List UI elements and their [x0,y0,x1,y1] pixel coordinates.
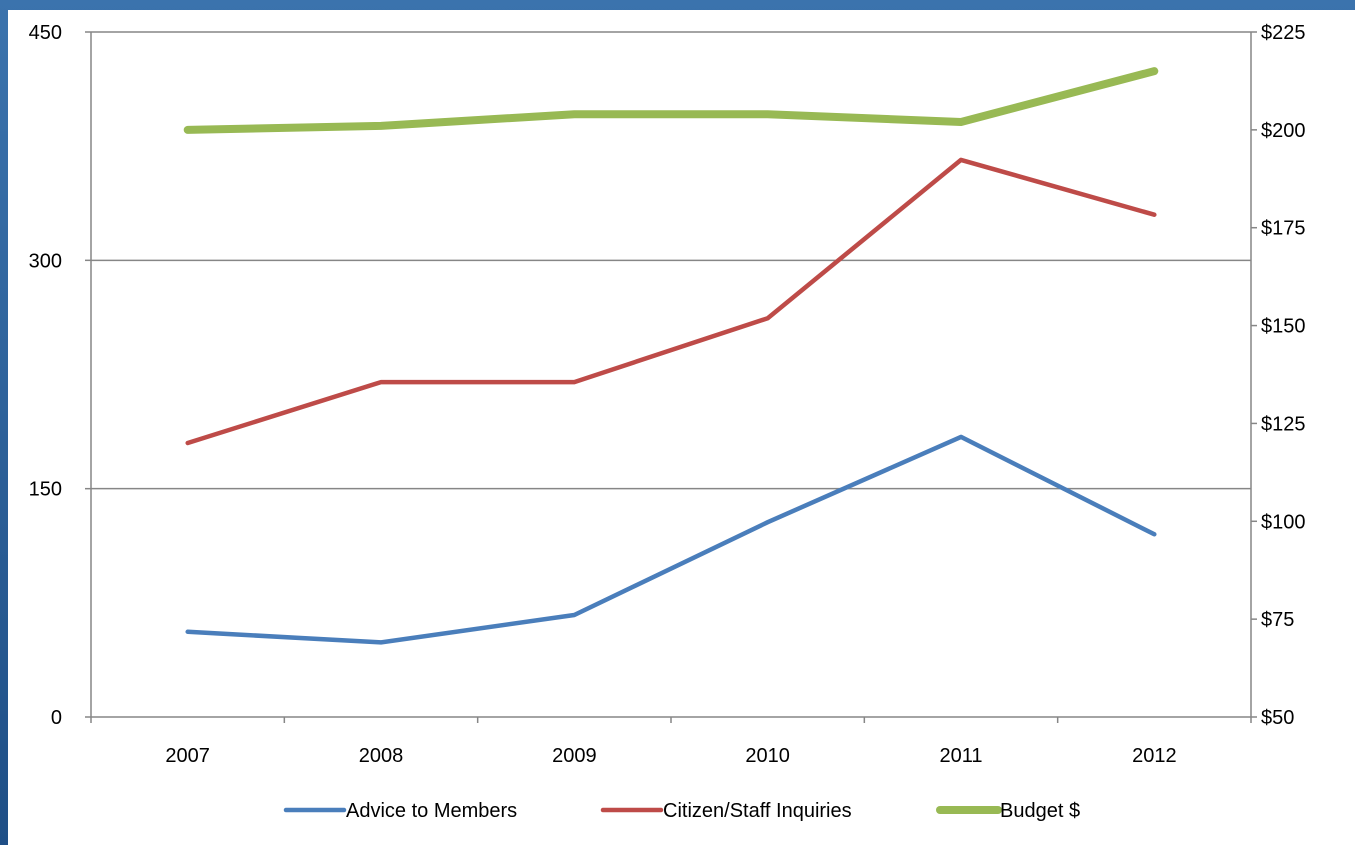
y-left-tick-label: 450 [29,22,62,44]
y-right-tick-label: $125 [1261,413,1306,435]
y-left-tick-label: 0 [51,707,62,729]
chart-area: 0 150 300 450 $50 $75 $100 $125 $150 $175 $200 $225… [8,10,1355,845]
series-line-citizen-staff-inquiries [185,157,1157,446]
y-left-tick-label: 300 [29,250,62,272]
x-tick-label: 2009 [552,745,597,767]
x-tick-label: 2008 [359,745,404,767]
y-right-tick-label: $75 [1261,609,1294,631]
x-tick-label: 2012 [1132,745,1177,767]
x-tick-label: 2007 [165,745,210,767]
y-right-tick-label: $150 [1261,316,1306,338]
legend[interactable]: Advice to Members Citizen/Staff Inquiries… [283,800,1080,822]
y-right-tick-label: $50 [1261,707,1294,729]
series-line-advice-to-members [185,434,1157,645]
y-right-tick-label: $225 [1261,22,1306,44]
y-right-tick-label: $200 [1261,120,1306,142]
gridlines [91,31,1251,490]
y-right-tick-label: $175 [1261,218,1306,240]
series-lines [183,67,1159,645]
tick-labels: 0 150 300 450 $50 $75 $100 $125 $150 $175 $200 $225… [29,22,1306,767]
y-left-tick-label: 150 [29,479,62,501]
legend-label-citizen-staff-inquiries: Citizen/Staff Inquiries [663,800,852,822]
legend-label-budget: Budget $ [1000,800,1080,822]
y-right-tick-label: $100 [1261,511,1306,533]
x-tick-label: 2010 [745,745,790,767]
series-line-budget [183,67,1159,134]
line-chart: 0 150 300 450 $50 $75 $100 $125 $150 $175 $200 $225… [29,22,1306,822]
x-tick-label: 2011 [939,745,982,767]
legend-label-advice-to-members: Advice to Members [346,800,517,822]
axes [85,31,1257,723]
